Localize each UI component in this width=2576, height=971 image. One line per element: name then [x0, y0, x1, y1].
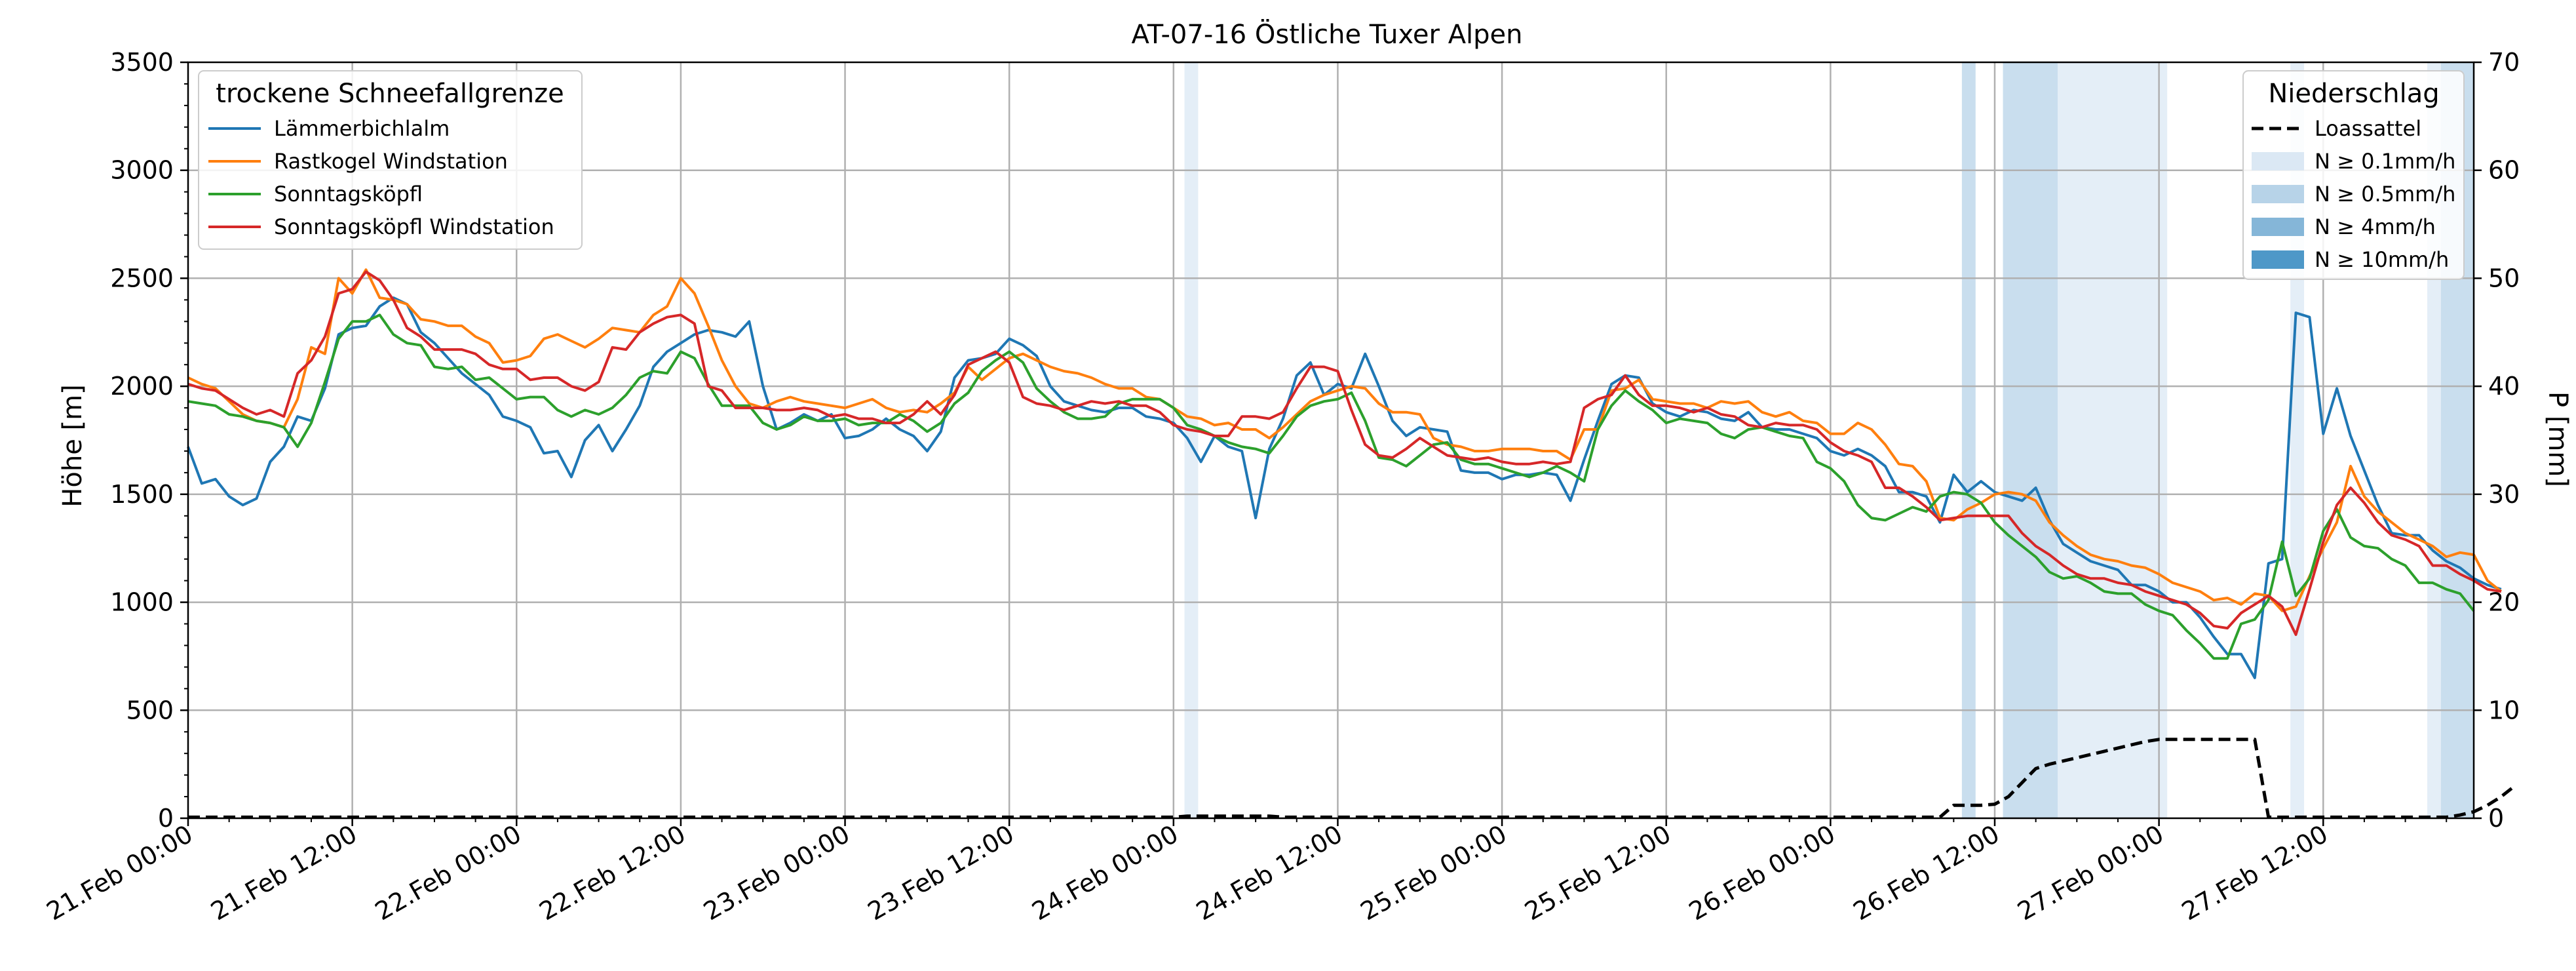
- series-lines: [187, 268, 2516, 819]
- y-axis-title: Höhe [m]: [58, 384, 88, 507]
- precip-band: [1961, 62, 1976, 818]
- legend-label: Sonntagsköpfl: [274, 182, 423, 207]
- series-line: [187, 296, 2502, 679]
- y2-tick-label: 50: [2488, 264, 2520, 292]
- y2-tick-label: 0: [2488, 804, 2504, 833]
- legend-label: Lämmerbichlalm: [274, 116, 450, 141]
- y-tick-label: 3000: [110, 156, 174, 185]
- y2-tick-label: 40: [2488, 372, 2520, 401]
- legend-title: Niederschlag: [2268, 79, 2439, 109]
- y-tick-label: 0: [158, 804, 174, 833]
- y2-tick-label: 60: [2488, 156, 2520, 185]
- legend-label: N ≥ 10mm/h: [2315, 247, 2449, 272]
- legend-label: N ≥ 0.5mm/h: [2315, 182, 2455, 207]
- y-tick-label: 1500: [110, 480, 174, 509]
- legend-title: trockene Schneefallgrenze: [216, 79, 564, 109]
- plot-frame: [187, 61, 2475, 820]
- legend-label: N ≥ 0.1mm/h: [2315, 149, 2455, 174]
- grid: [188, 62, 2474, 818]
- y2-tick-label: 70: [2488, 48, 2520, 77]
- precip-band: [2058, 62, 2168, 818]
- legend-swatch: [2252, 218, 2304, 236]
- legend-swatch: [2252, 250, 2304, 269]
- legend-precipitation: Niederschlag Loassattel N ≥ 0.1mm/h N ≥ 0.5…: [2242, 70, 2465, 280]
- legend-label: Sonntagsköpfl Windstation: [274, 214, 554, 239]
- precip-band: [1184, 62, 1199, 818]
- legend-altitude: trockene Schneefallgrenze Lämmerbichlalm R…: [198, 70, 583, 250]
- y-tick-label: 2500: [110, 264, 174, 292]
- y2-tick-label: 20: [2488, 588, 2520, 617]
- y-tick-label: 500: [126, 696, 174, 724]
- y-tick-label: 3500: [110, 48, 174, 77]
- y-tick-label: 1000: [110, 588, 174, 617]
- series-line: [187, 313, 2475, 660]
- legend-label: Loassattel: [2315, 116, 2421, 141]
- y2-tick-label: 10: [2488, 696, 2520, 724]
- legend-swatch: [2252, 152, 2304, 170]
- y-tick-label: 2000: [110, 372, 174, 401]
- chart-title: AT-07-16 Östliche Tuxer Alpen: [1131, 18, 1522, 50]
- legend-frame: [198, 70, 583, 250]
- legend-label: N ≥ 4mm/h: [2315, 214, 2436, 239]
- legend-swatch: [2252, 185, 2304, 203]
- y2-axis-title: P [mm]: [2543, 391, 2573, 487]
- precip-band: [2003, 62, 2058, 818]
- y2-tick-label: 30: [2488, 480, 2520, 509]
- series-line: [187, 270, 2502, 636]
- legend-label: Rastkogel Windstation: [274, 149, 508, 174]
